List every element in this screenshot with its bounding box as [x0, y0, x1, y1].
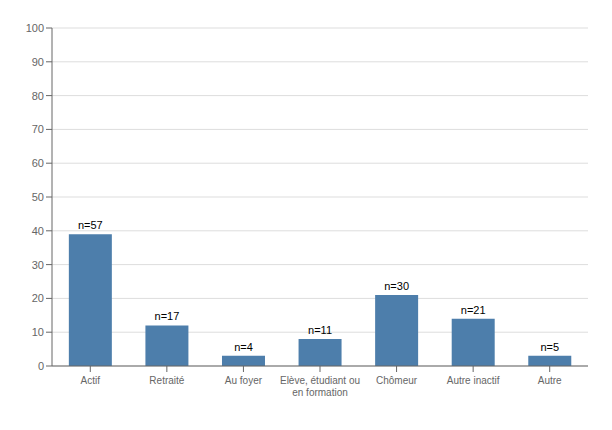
svg-text:70: 70 [32, 123, 44, 135]
svg-text:40: 40 [32, 225, 44, 237]
svg-text:20: 20 [32, 292, 44, 304]
svg-text:Actif: Actif [81, 375, 101, 386]
svg-text:Retraité: Retraité [149, 375, 184, 386]
svg-text:n=5: n=5 [540, 341, 559, 353]
svg-text:50: 50 [32, 191, 44, 203]
svg-text:n=11: n=11 [308, 324, 332, 336]
svg-text:80: 80 [32, 90, 44, 102]
svg-text:n=21: n=21 [461, 304, 486, 316]
svg-text:n=57: n=57 [78, 219, 103, 231]
svg-text:Elève, étudiant ouen formation: Elève, étudiant ouen formation [280, 375, 360, 398]
svg-text:n=30: n=30 [384, 280, 409, 292]
svg-text:n=4: n=4 [234, 341, 253, 353]
svg-text:n=17: n=17 [155, 310, 180, 322]
svg-text:30: 30 [32, 259, 44, 271]
svg-text:Chômeur: Chômeur [376, 375, 418, 386]
svg-text:100: 100 [26, 22, 44, 34]
svg-text:Au foyer: Au foyer [225, 375, 263, 386]
svg-text:0: 0 [38, 360, 44, 372]
svg-text:10: 10 [32, 326, 44, 338]
svg-text:90: 90 [32, 56, 44, 68]
svg-text:Autre inactif: Autre inactif [447, 375, 500, 386]
svg-text:Autre: Autre [538, 375, 562, 386]
svg-text:60: 60 [32, 157, 44, 169]
